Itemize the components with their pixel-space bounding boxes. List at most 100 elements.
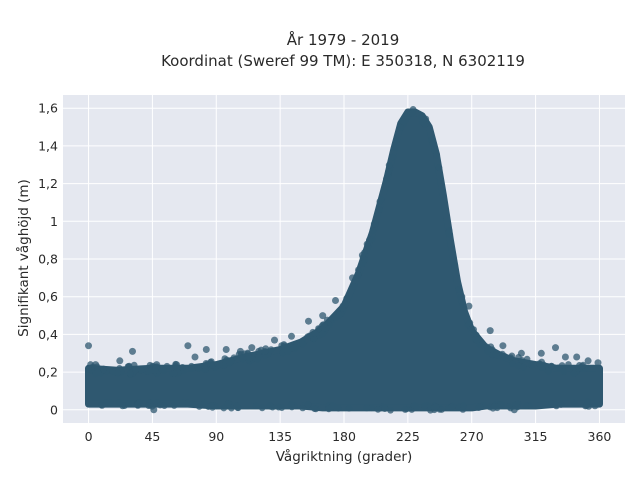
data-point: [421, 402, 428, 410]
data-point: [509, 360, 516, 368]
chart-title-line-1: År 1979 - 2019: [287, 30, 400, 49]
outlier-point: [255, 347, 263, 355]
data-point: [132, 366, 140, 374]
outlier-point: [236, 347, 244, 355]
data-point: [492, 351, 500, 359]
data-point: [336, 311, 343, 319]
data-point: [214, 361, 222, 369]
data-point: [134, 401, 141, 409]
data-point: [399, 117, 407, 125]
data-point: [160, 367, 167, 374]
data-point: [403, 113, 411, 120]
y-tick-label: 0,4: [38, 327, 58, 342]
data-point: [239, 355, 246, 363]
data-point: [275, 403, 282, 411]
data-point: [339, 304, 346, 312]
data-point: [376, 206, 383, 213]
data-point: [483, 343, 491, 351]
x-tick-label: 45: [144, 429, 160, 444]
data-point: [115, 399, 123, 406]
data-point: [391, 144, 399, 151]
data-point: [499, 350, 506, 358]
outlier-point: [319, 312, 327, 320]
data-point: [319, 330, 327, 338]
data-point: [518, 357, 526, 364]
data-point: [335, 405, 342, 412]
outlier-point: [552, 344, 559, 352]
outlier-point: [465, 302, 473, 310]
outlier-point: [458, 293, 466, 301]
y-tick-label: 1,2: [38, 176, 58, 191]
data-point: [151, 367, 159, 374]
data-point: [429, 140, 437, 147]
data-point: [368, 404, 376, 412]
data-point: [418, 113, 426, 121]
data-point: [304, 401, 312, 408]
outlier-point: [584, 357, 592, 365]
data-point: [553, 401, 560, 409]
data-point: [432, 403, 440, 411]
data-point: [311, 330, 319, 337]
data-point: [299, 340, 307, 348]
outlier-point: [222, 346, 230, 353]
data-point: [354, 271, 362, 279]
data-point: [591, 402, 599, 410]
outlier-point: [510, 406, 518, 414]
x-tick-label: 135: [268, 429, 292, 444]
data-point: [560, 368, 568, 375]
data-point: [205, 403, 212, 411]
data-point: [202, 366, 209, 373]
x-tick-label: 180: [332, 429, 356, 444]
data-point: [261, 348, 269, 355]
data-point: [311, 405, 318, 413]
x-tick-label: 315: [524, 429, 548, 444]
data-point: [387, 407, 394, 414]
data-point: [267, 346, 275, 353]
data-point: [570, 399, 578, 407]
outlier-point: [116, 357, 124, 365]
data-point: [196, 403, 203, 410]
data-point: [419, 118, 427, 126]
data-point: [179, 364, 186, 371]
x-tick-label: 270: [460, 429, 484, 444]
data-point: [401, 406, 409, 413]
data-point: [320, 321, 328, 328]
data-point: [323, 316, 331, 324]
outlier-point: [561, 353, 569, 361]
data-point: [383, 175, 390, 183]
y-tick-label: 0,6: [38, 289, 58, 304]
data-point: [114, 369, 121, 377]
data-point: [508, 352, 516, 360]
data-point: [170, 370, 178, 377]
data-point: [470, 326, 478, 333]
data-point: [315, 325, 322, 332]
data-point: [579, 361, 587, 369]
data-point: [522, 402, 530, 410]
outlier-point: [150, 406, 158, 414]
data-point: [459, 301, 467, 308]
y-axis-title: Signifikant våghöjd (m): [15, 179, 32, 337]
data-point: [225, 400, 232, 408]
data-point: [304, 333, 311, 341]
data-point: [170, 402, 178, 409]
data-point: [374, 406, 382, 413]
data-point: [409, 110, 416, 117]
data-point: [445, 229, 452, 237]
data-point: [87, 361, 94, 368]
data-point: [283, 346, 291, 354]
data-point: [583, 402, 590, 410]
data-point: [545, 367, 552, 375]
outlier-point: [248, 344, 256, 352]
data-point: [570, 370, 578, 377]
data-point: [92, 370, 100, 378]
outlier-point: [92, 361, 100, 369]
data-point: [363, 404, 371, 412]
outlier-point: [288, 332, 295, 340]
data-point: [536, 360, 543, 368]
data-point: [473, 336, 481, 344]
outlier-point: [305, 317, 312, 325]
y-tick-label: 0: [50, 402, 58, 417]
x-tick-label: 90: [208, 429, 224, 444]
